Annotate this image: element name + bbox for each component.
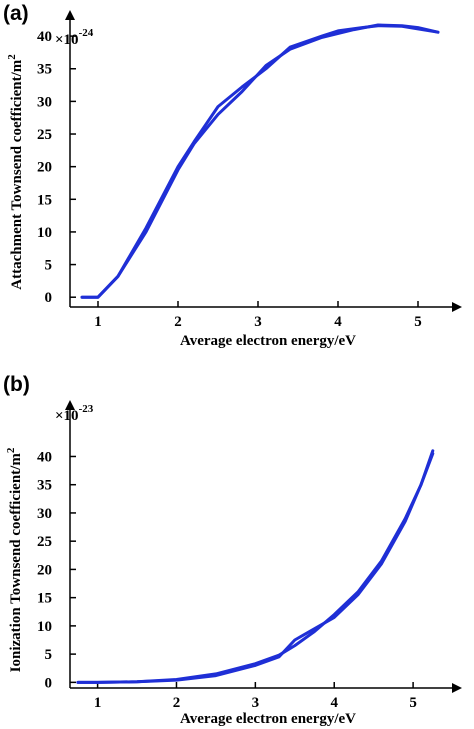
y-axis-title-a: Attachment Townsend coefficient/m2 [6,54,25,290]
x-tick-label-a: 2 [174,314,182,330]
multiplier-b: ×10-23 [55,403,94,424]
x-tick-label-b: 1 [94,695,102,711]
y-tick-label-b: 10 [37,619,52,635]
x-axis-arrow-b [452,683,462,693]
x-tick-label-a: 3 [254,314,262,330]
y-axis-arrow-b [65,400,75,410]
chart-panel-b: (b) ×10-23 Ionization Townsend coefficie… [3,373,462,727]
multiplier-a: ×10-24 [55,27,94,48]
y-tick-label-b: 15 [37,591,52,607]
y-tick-label-b: 20 [37,562,52,578]
chart-panel-a: (a) ×10-24 Attachment Townsend coefficie… [3,2,462,349]
axes-b: 0 5 10 15 20 25 30 35 40 1 2 3 4 5 [37,400,462,711]
y-tick-label-b: 40 [37,449,52,465]
y-tick-label-a: 30 [37,94,52,110]
x-tick-label-a: 5 [414,314,422,330]
y-tick-label-a: 15 [37,192,52,208]
y-tick-label-a: 20 [37,160,52,176]
y-tick-label-a: 10 [37,225,52,241]
y-tick-label-a: 0 [45,290,53,306]
axes-a: 0 5 10 15 20 25 30 35 40 1 2 3 4 5 [37,10,462,330]
panel-label-a: (a) [3,2,29,25]
series-line-a-1 [80,23,440,299]
y-axis-arrow-a [65,10,75,20]
y-tick-label-a: 35 [37,62,52,78]
x-tick-label-a: 4 [334,314,342,330]
x-tick-label-b: 3 [252,695,260,711]
y-tick-label-b: 5 [45,647,53,663]
x-axis-title-b: Average electron energy/eV [180,711,356,727]
x-axis-title-a: Average electron energy/eV [180,333,356,349]
series-line-b-2 [76,449,435,684]
panel-label-b: (b) [3,373,30,396]
y-tick-label-a: 40 [37,29,52,45]
x-tick-label-a: 1 [94,314,102,330]
x-tick-label-b: 2 [173,695,181,711]
y-tick-label-b: 25 [37,534,52,550]
y-tick-label-b: 35 [37,478,52,494]
y-tick-label-a: 5 [45,258,53,274]
y-tick-label-b: 0 [45,675,53,691]
x-axis-arrow-a [452,302,462,312]
x-tick-label-b: 5 [409,695,417,711]
y-axis-title-b: Ionization Townsend coefficient/m2 [5,447,24,672]
x-tick-label-b: 4 [330,695,338,711]
y-tick-label-b: 30 [37,506,52,522]
y-tick-label-a: 25 [37,127,52,143]
series-line-a-2 [80,24,440,299]
